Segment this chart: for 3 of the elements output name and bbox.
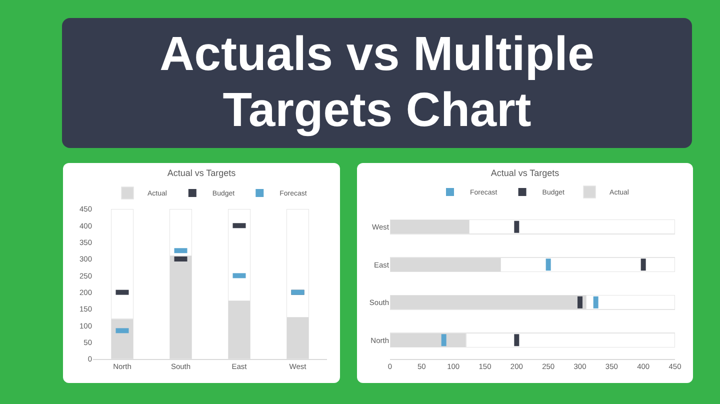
chart-title: Actual vs Targets: [490, 168, 560, 178]
text: Actuals vs Multiple Targets Chart: [158, 27, 596, 139]
chart-title: Actual vs Targets: [167, 168, 236, 178]
